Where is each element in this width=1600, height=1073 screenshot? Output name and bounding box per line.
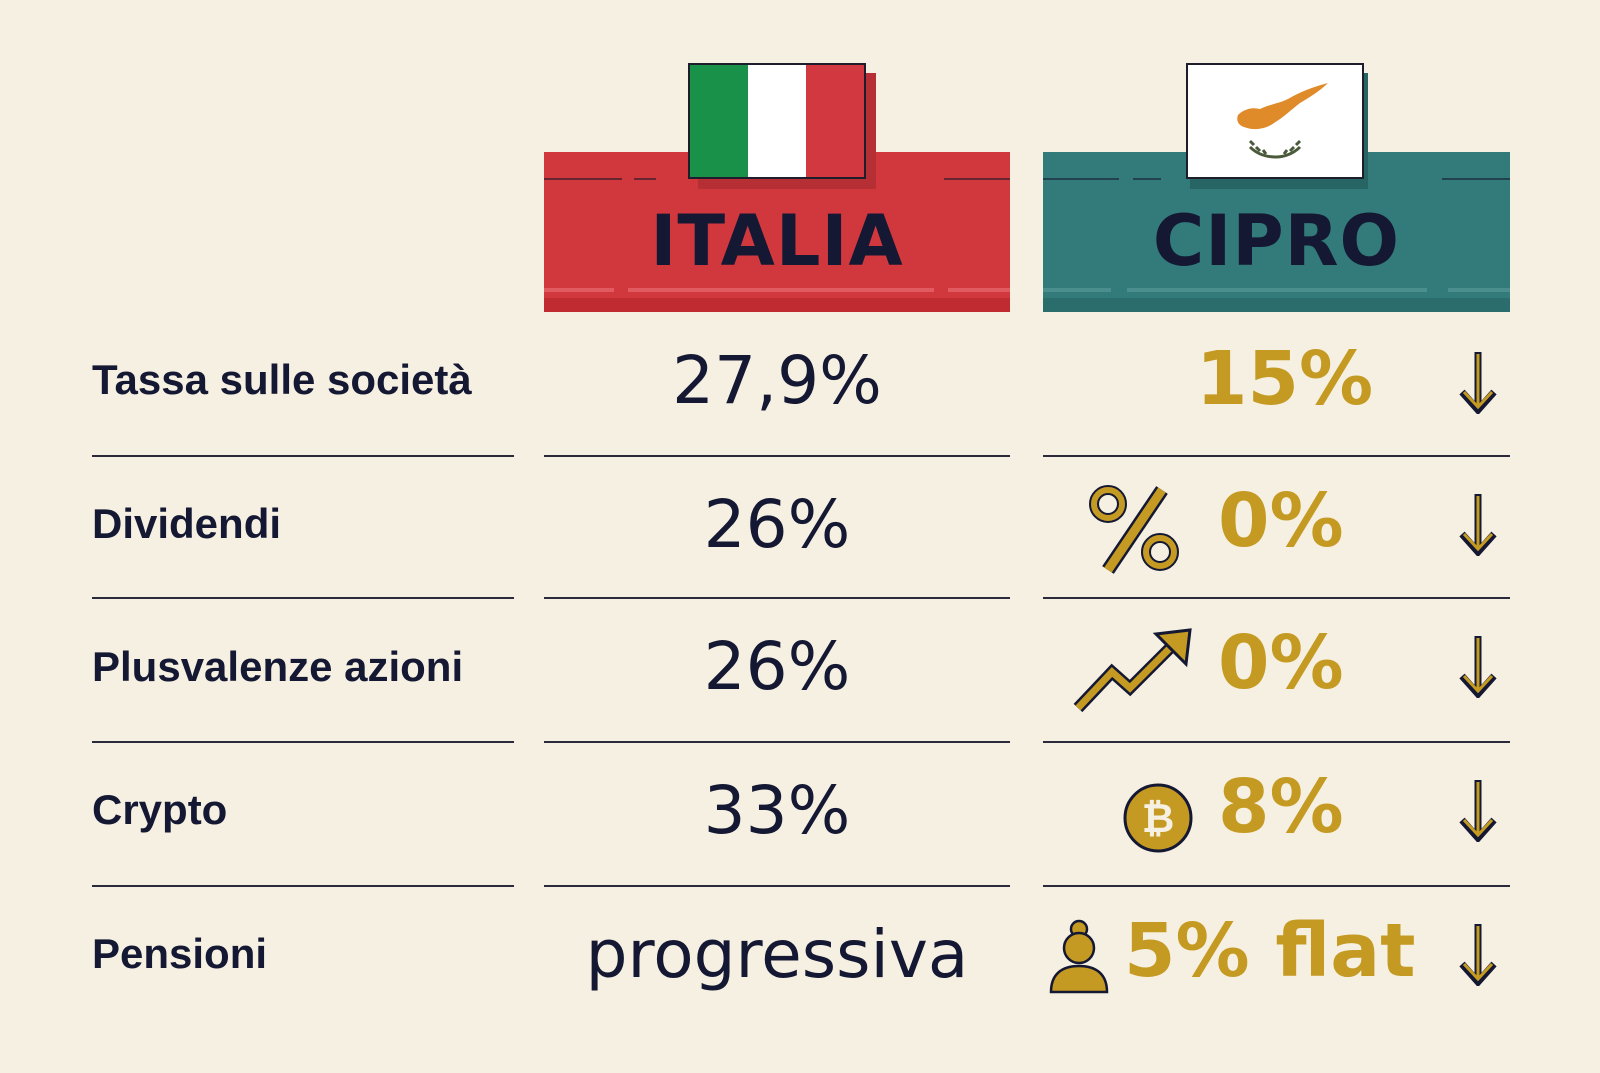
cyprus-value-dividends: 0% [1218, 478, 1344, 564]
arrow-down-icon [1459, 924, 1497, 986]
italy-title: ITALIA [650, 200, 904, 282]
svg-text:₿: ₿ [1142, 796, 1175, 842]
banner-decor-line [634, 178, 656, 180]
italy-value-corporate-tax: 27,9% [672, 342, 882, 419]
cyprus-header-banner: CIPRO [1043, 152, 1510, 312]
cyprus-title: CIPRO [1152, 200, 1401, 282]
row-divider [544, 455, 1010, 457]
arrow-down-icon [1459, 636, 1497, 698]
row-divider [92, 597, 514, 599]
row-divider [92, 741, 514, 743]
banner-decor-strip [1127, 288, 1427, 292]
banner-bottom-band [1043, 298, 1510, 312]
arrow-down-icon [1459, 494, 1497, 556]
banner-bottom-band [544, 298, 1010, 312]
banner-decor-strip [1448, 288, 1510, 292]
banner-decor-strip [628, 288, 934, 292]
cyprus-flag-icon [1186, 63, 1364, 179]
row-label-pensions: Pensioni [92, 930, 268, 977]
bitcoin-icon: ₿ [1123, 783, 1193, 853]
banner-decor-strip [544, 288, 614, 292]
trend-up-icon [1073, 628, 1192, 713]
italy-value-pensions: progressiva [585, 916, 969, 993]
row-divider [92, 885, 514, 887]
row-divider [544, 885, 1010, 887]
cyprus-value-crypto: 8% [1218, 764, 1344, 850]
arrow-down-icon [1459, 780, 1497, 842]
banner-decor-line [1442, 178, 1510, 180]
row-divider [1043, 597, 1510, 599]
banner-decor-line [1133, 178, 1161, 180]
cyprus-value-pensions: 5% flat [1124, 908, 1416, 994]
percent-icon [1089, 485, 1179, 574]
italy-flag-icon [688, 63, 866, 179]
italy-value-dividends: 26% [703, 486, 851, 563]
banner-decor-strip [948, 288, 1010, 292]
row-label-capital-gains: Plusvalenze azioni [92, 643, 464, 690]
row-divider [1043, 885, 1510, 887]
row-divider [92, 455, 514, 457]
arrow-down-icon [1459, 352, 1497, 414]
banner-decor-strip [1043, 288, 1111, 292]
cyprus-value-capital-gains: 0% [1218, 620, 1344, 706]
cyprus-value-corporate-tax: 15% [1196, 336, 1374, 422]
row-divider [1043, 741, 1510, 743]
banner-decor-line [944, 178, 1010, 180]
row-label-corporate-tax: Tassa sulle società [92, 356, 472, 403]
row-divider [544, 597, 1010, 599]
row-divider [544, 741, 1010, 743]
row-divider [1043, 455, 1510, 457]
banner-decor-line [544, 178, 622, 180]
italy-value-capital-gains: 26% [703, 628, 851, 705]
person-icon [1049, 919, 1109, 994]
row-label-dividends: Dividendi [92, 500, 282, 547]
row-label-crypto: Crypto [92, 786, 228, 833]
banner-decor-line [1043, 178, 1119, 180]
italy-value-crypto: 33% [703, 772, 851, 849]
